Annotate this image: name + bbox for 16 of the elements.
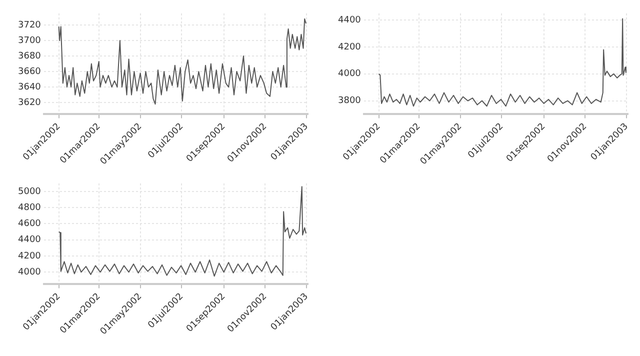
y-tick-label: 4000 bbox=[338, 69, 362, 80]
y-tick-label: 5000 bbox=[18, 186, 42, 197]
y-tick-label: 3800 bbox=[338, 96, 362, 106]
y-tick-label: 3620 bbox=[18, 98, 42, 108]
y-tick-label: 3700 bbox=[18, 36, 42, 46]
y-tick-label: 4400 bbox=[18, 235, 42, 246]
y-tick-label: 3720 bbox=[18, 20, 42, 30]
y-tick-label: 4800 bbox=[18, 202, 42, 213]
y-tick-label: 3660 bbox=[18, 66, 42, 77]
y-tick-label: 4400 bbox=[338, 15, 362, 26]
y-tick-label: 4600 bbox=[18, 219, 42, 230]
y-tick-label: 4000 bbox=[18, 267, 42, 278]
y-tick-label: 3680 bbox=[18, 51, 42, 62]
y-tick-label: 4200 bbox=[18, 251, 42, 262]
y-tick-label: 4200 bbox=[338, 42, 362, 52]
y-tick-label: 3640 bbox=[18, 82, 42, 92]
